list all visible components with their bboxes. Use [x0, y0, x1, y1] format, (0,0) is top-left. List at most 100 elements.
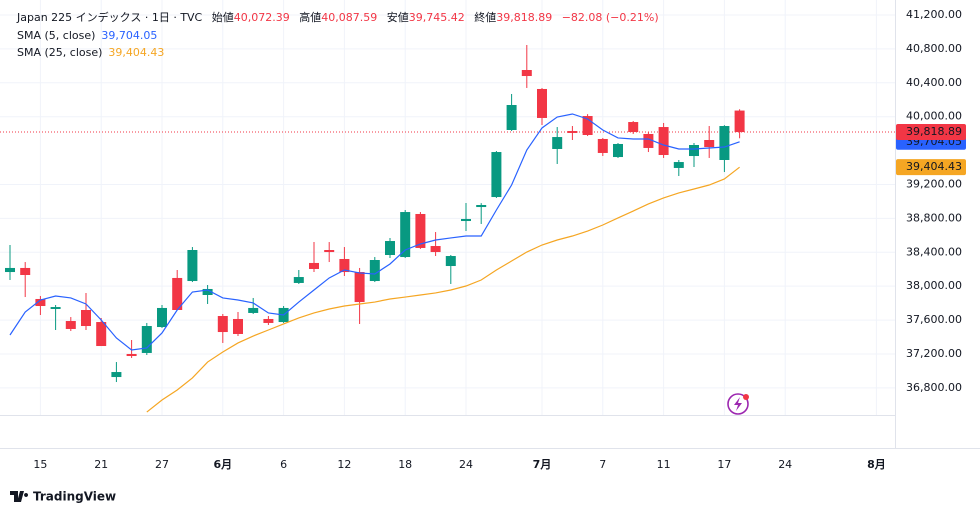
- candle-body: [491, 152, 502, 198]
- candle-body: [263, 318, 274, 323]
- close-label: 終値: [474, 10, 496, 24]
- price-badge-label: 39,818.89: [906, 125, 962, 138]
- x-tick-label: 11: [657, 458, 671, 471]
- candle-body: [309, 262, 319, 269]
- candle-body: [400, 212, 411, 258]
- candle-body: [552, 137, 563, 149]
- sma-line: [146, 166, 740, 413]
- x-tick-label: 18: [398, 458, 412, 471]
- candle-body: [537, 88, 547, 118]
- y-tick-label: 37,600.00: [906, 313, 962, 326]
- price-badge: [896, 124, 966, 141]
- candle-body: [567, 131, 578, 133]
- header: Japan 225 インデックス · 1日 · TVC 始値40,072.39 …: [16, 10, 659, 24]
- candle-body: [461, 218, 471, 222]
- open-value: 40,072.39: [234, 11, 290, 24]
- y-tick-label: 38,400.00: [906, 245, 962, 258]
- candle-body: [50, 307, 61, 309]
- candle-body: [324, 250, 335, 253]
- icon-bolt: [734, 397, 742, 411]
- y-tick-label: 39,200.00: [906, 177, 962, 190]
- candle-body: [233, 318, 243, 334]
- high-label: 高値: [299, 10, 321, 24]
- grid: [0, 0, 895, 415]
- x-tick-label: 15: [33, 458, 47, 471]
- candle-body: [734, 110, 745, 133]
- change: −82.08 (−0.21%): [562, 11, 659, 24]
- x-tick-label: 12: [337, 458, 351, 471]
- axes: 36,800.00 37,200.00 37,600.00 38,000.00 38,4…: [33, 8, 966, 471]
- symbol: Japan 225 インデックス · 1日 · TVC: [16, 10, 203, 24]
- alert-icon[interactable]: [727, 393, 749, 415]
- candle-body: [673, 162, 684, 168]
- candle-body: [476, 205, 487, 208]
- candle-body: [339, 258, 350, 273]
- candle-body: [628, 122, 639, 133]
- legend-sma25: SMA (25, close) 39,404.43: [17, 46, 164, 59]
- x-tick-label: 6月: [213, 458, 232, 471]
- close-value: 39,818.89: [496, 11, 552, 24]
- candle-body: [111, 372, 122, 378]
- candle-body: [293, 277, 304, 283]
- y-tick-label: 41,200.00: [906, 8, 962, 21]
- legend-value: 39,704.05: [101, 29, 157, 42]
- candle-body: [704, 140, 715, 148]
- icon-dot: [743, 394, 749, 400]
- candle-body: [172, 277, 183, 310]
- x-tick-label: 7月: [533, 458, 552, 471]
- legend-value: 39,404.43: [108, 46, 164, 59]
- x-tick-label: 21: [94, 458, 108, 471]
- x-tick-label: 17: [717, 458, 731, 471]
- x-tick-label: 24: [778, 458, 792, 471]
- x-tick-label: 27: [155, 458, 169, 471]
- candle-body: [613, 143, 623, 158]
- sma-line: [9, 113, 740, 351]
- brand-logo: [10, 491, 29, 502]
- candle-body: [5, 267, 15, 273]
- candle-body: [20, 267, 31, 275]
- x-tick-label: 7: [599, 458, 606, 471]
- y-tick-label: 40,800.00: [906, 42, 962, 55]
- candle-body: [369, 260, 380, 282]
- low-label: 安値: [387, 10, 409, 24]
- x-tick-label: 8月: [867, 458, 886, 471]
- candle-body: [96, 322, 107, 347]
- low-value: 39,745.42: [409, 11, 465, 24]
- candle-body: [643, 133, 654, 148]
- legend-name: SMA (25, close): [17, 46, 102, 59]
- candle-body: [248, 307, 259, 313]
- candle-body: [445, 256, 456, 267]
- candle-body: [521, 70, 532, 77]
- candle-body: [35, 298, 46, 307]
- candle-body: [430, 246, 441, 253]
- y-tick-label: 38,000.00: [906, 279, 962, 292]
- candle-body: [126, 353, 137, 357]
- candle-body: [65, 321, 76, 329]
- candle-body: [506, 105, 517, 130]
- y-tick-label: 40,000.00: [906, 110, 962, 123]
- legend-name: SMA (5, close): [17, 29, 95, 42]
- candle-body: [141, 326, 152, 353]
- plot: [0, 45, 895, 413]
- candle-body: [582, 116, 593, 135]
- y-tick-label: 38,800.00: [906, 211, 962, 224]
- candle-body: [385, 241, 395, 255]
- candle-body: [157, 307, 167, 328]
- y-tick-label: 37,200.00: [906, 347, 962, 360]
- open-label: 始値: [212, 10, 234, 24]
- candle-body: [217, 316, 228, 333]
- price-badge: [896, 159, 966, 176]
- y-tick-label: 36,800.00: [906, 381, 962, 394]
- candle-body: [689, 145, 699, 157]
- high-value: 40,087.59: [321, 11, 377, 24]
- y-tick-label: 40,400.00: [906, 76, 962, 89]
- candle-body: [719, 126, 730, 160]
- candle-body: [658, 127, 669, 155]
- legend-sma5: SMA (5, close) 39,704.05: [17, 29, 157, 42]
- icon-ring: [727, 393, 749, 415]
- candle-body: [597, 138, 608, 153]
- candle-body: [187, 250, 198, 282]
- x-tick-label: 24: [459, 458, 473, 471]
